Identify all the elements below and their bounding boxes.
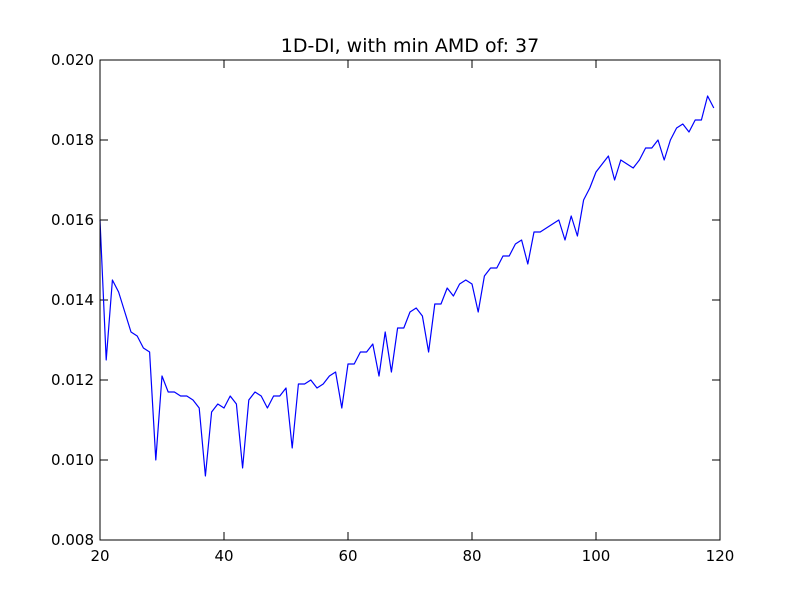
x-tick-label: 80 — [462, 547, 481, 565]
series-line — [99, 95, 715, 477]
y-tick-label: 0.008 — [51, 531, 94, 549]
chart-title: 1D-DI, with min AMD of: 37 — [281, 35, 539, 57]
y-tick-label: 0.014 — [51, 291, 94, 309]
y-tick-label: 0.016 — [51, 211, 94, 229]
plot-frame — [99, 59, 721, 541]
x-tick-label: 20 — [90, 547, 109, 565]
y-tick-label: 0.010 — [51, 451, 94, 469]
x-tick-label: 100 — [582, 547, 611, 565]
y-tick-label: 0.012 — [51, 371, 94, 389]
x-tick-label: 60 — [338, 547, 357, 565]
y-tick-label: 0.020 — [51, 51, 94, 69]
y-tick-label: 0.018 — [51, 131, 94, 149]
x-tick-label: 40 — [214, 547, 233, 565]
x-tick-label: 120 — [706, 547, 735, 565]
